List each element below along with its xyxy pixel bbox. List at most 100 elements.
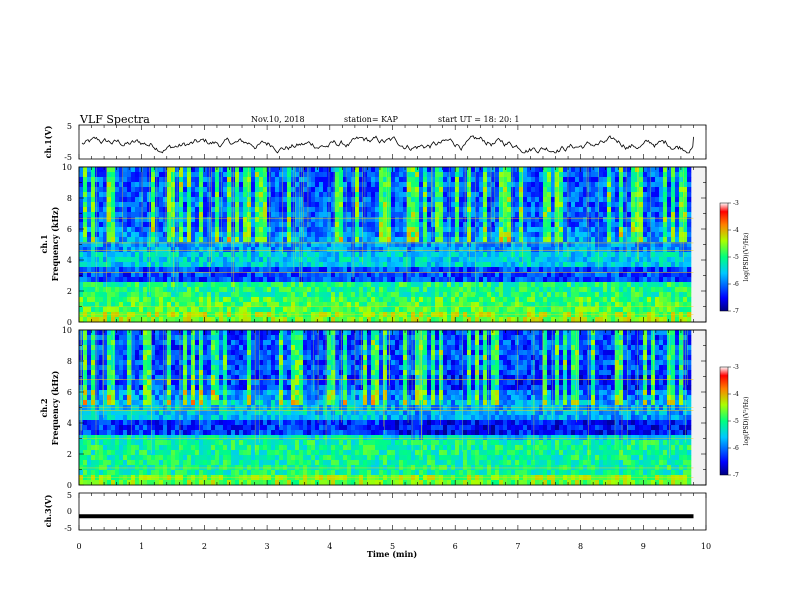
spectrogram-cell	[599, 232, 604, 238]
spectrogram-cell	[511, 317, 516, 323]
spectrogram-cell	[127, 292, 132, 298]
spectrogram-cell	[183, 222, 188, 228]
spectrogram-cell	[215, 202, 220, 208]
spectrogram-cell	[331, 317, 336, 323]
spectrogram-cell	[603, 287, 608, 293]
spectrogram-cell	[323, 212, 328, 218]
spectrogram-cell	[263, 172, 268, 178]
spectrogram-cell	[559, 262, 564, 268]
spectrogram-cell	[203, 167, 208, 173]
spectrogram-cell	[483, 272, 488, 278]
spectrogram-cell	[271, 312, 276, 318]
spectrogram-cell	[123, 287, 128, 293]
spectrogram-cell	[635, 192, 640, 198]
spectrogram-cell	[563, 257, 568, 263]
spectrogram-cell	[479, 177, 484, 183]
spectrogram-cell	[623, 297, 628, 303]
spectrogram-cell	[607, 262, 612, 268]
spectrogram-cell	[371, 272, 376, 278]
spectrogram-cell	[283, 242, 288, 248]
spectrogram-cell	[527, 287, 532, 293]
spectrogram-cell	[507, 197, 512, 203]
spectrogram-cell	[423, 297, 428, 303]
spectrogram-cell	[347, 237, 352, 243]
spectrogram-cell	[147, 212, 152, 218]
spectrogram-cell	[187, 207, 192, 213]
spectrogram-cell	[643, 307, 648, 313]
spectrogram-cell	[111, 302, 116, 308]
spectrogram-cell	[551, 302, 556, 308]
spectrogram-cell	[523, 227, 528, 233]
spectrogram-cell	[479, 307, 484, 313]
spectrogram-cell	[471, 177, 476, 183]
spectrogram-cell	[263, 282, 268, 288]
spectrogram-cell	[87, 317, 92, 323]
spectrogram-cell	[127, 302, 132, 308]
spectrogram-cell	[671, 232, 676, 238]
spectrogram-cell	[255, 312, 260, 318]
spectrogram-cell	[151, 277, 156, 283]
spectrogram-cell	[679, 277, 684, 283]
spectrogram-cell	[407, 237, 412, 243]
spectrogram-cell	[651, 302, 656, 308]
spectrogram-cell	[407, 287, 412, 293]
spectrogram-cell	[623, 167, 628, 173]
spectrogram-cell	[395, 302, 400, 308]
spectrogram-cell	[479, 212, 484, 218]
spectrogram-cell	[407, 257, 412, 263]
spectrogram-cell	[651, 167, 656, 173]
spectrogram-cell	[611, 297, 616, 303]
spectrogram-cell	[667, 292, 672, 298]
spectrogram-cell	[467, 302, 472, 308]
spectrogram-cell	[519, 302, 524, 308]
spectrogram-cell	[531, 282, 536, 288]
spectrogram-cell	[179, 272, 184, 278]
spectrogram-cell	[579, 212, 584, 218]
spectrogram-cell	[295, 247, 300, 253]
spectrogram-cell	[427, 267, 432, 273]
spectrogram-cell	[683, 192, 688, 198]
spectrogram-cell	[223, 257, 228, 263]
spectrogram-cell	[663, 287, 668, 293]
spectrogram-cell	[255, 177, 260, 183]
spectrogram-cell	[363, 232, 368, 238]
spectrogram-cell	[447, 302, 452, 308]
spectrogram-cell	[279, 297, 284, 303]
spectrogram-cell	[431, 187, 436, 193]
spectrogram-cell	[467, 317, 472, 323]
spectrogram-cell	[139, 272, 144, 278]
spectrogram-cell	[339, 207, 344, 213]
spectrogram-cell	[199, 267, 204, 273]
spectrogram-cell	[527, 312, 532, 318]
spectrogram-cell	[259, 187, 264, 193]
spectrogram-cell	[415, 252, 420, 258]
spectrogram-cell	[487, 172, 492, 178]
spectrogram-cell	[315, 212, 320, 218]
spectrogram-cell	[147, 277, 152, 283]
spectrogram-cell	[423, 247, 428, 253]
spectrogram-cell	[243, 182, 248, 188]
spectrogram-cell	[307, 202, 312, 208]
spectrogram-cell	[247, 277, 252, 283]
spectrogram-cell	[131, 222, 136, 228]
spectrogram-cell	[259, 277, 264, 283]
spectrogram-cell	[579, 247, 584, 253]
spectrogram-cell	[479, 167, 484, 173]
spectrogram-cell	[323, 272, 328, 278]
spectrogram-cell	[115, 282, 120, 288]
spectrogram-cell	[87, 182, 92, 188]
spectrogram-cell	[415, 237, 420, 243]
spectrogram-cell	[103, 207, 108, 213]
spectrogram-cell	[675, 242, 680, 248]
spectrogram-cell	[331, 237, 336, 243]
spectrogram-cell	[243, 167, 248, 173]
spectrogram-cell	[91, 207, 96, 213]
spectrogram-cell	[227, 317, 232, 323]
spectrogram-cell	[567, 207, 572, 213]
spectrogram-cell	[323, 207, 328, 213]
spectrogram-cell	[187, 222, 192, 228]
spectrogram-cell	[627, 272, 632, 278]
spectrogram-cell	[659, 182, 664, 188]
spectrogram-cell	[675, 312, 680, 318]
spectrogram-cell	[223, 197, 228, 203]
